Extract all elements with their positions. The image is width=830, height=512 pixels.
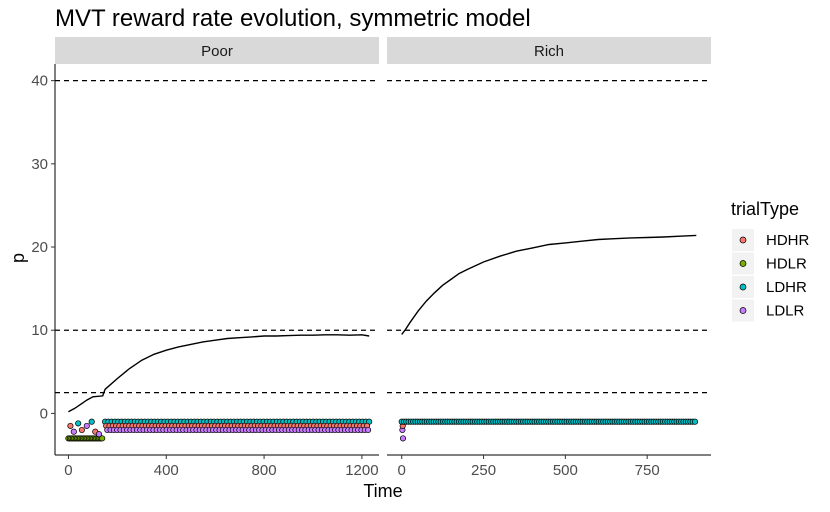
x-tick-label: 750 — [635, 462, 660, 479]
x-tick-label: 500 — [553, 462, 578, 479]
point-ldhr — [75, 420, 82, 427]
point-ldlr — [365, 426, 372, 434]
legend-label: HDLR — [766, 256, 807, 273]
trial-points — [65, 418, 373, 442]
y-tick-label: 0 — [40, 405, 48, 422]
y-tick-label: 40 — [31, 73, 48, 90]
y-tick-label: 20 — [31, 239, 48, 256]
facet-strip-label: Rich — [534, 43, 564, 60]
reward-rate-line — [68, 334, 370, 413]
legend-title: trialType — [731, 199, 799, 219]
legend-key-hdlr — [739, 260, 747, 267]
legend-item-ldlr: LDLR — [732, 299, 805, 322]
legend-key-hdhr — [739, 236, 747, 244]
point-ldlr — [95, 431, 103, 438]
reward-rate-line — [401, 234, 697, 335]
x-tick-label: 0 — [64, 462, 72, 479]
point-ldlr — [399, 435, 407, 442]
facet-strip-background — [387, 37, 711, 64]
legend: trialType HDHR HDLR LDHR LDLR — [731, 199, 809, 322]
point-ldlr — [70, 428, 77, 435]
x-tick-label: 250 — [471, 462, 496, 479]
legend-item-hdhr: HDHR — [732, 229, 809, 251]
facet-strip-background — [55, 37, 379, 64]
legend-label: HDHR — [766, 232, 809, 249]
legend-key-ldlr — [739, 307, 747, 314]
facet-panel-rich: Rich 0 250 500 750 — [387, 37, 711, 479]
legend-key-ldhr — [739, 283, 747, 291]
point-hdhr — [78, 426, 85, 434]
facet-strip-label: Poor — [201, 43, 233, 60]
y-axis-label: p — [8, 253, 28, 263]
point-hdlr — [99, 435, 106, 442]
y-tick-label: 10 — [31, 322, 48, 339]
chart-title: MVT reward rate evolution, symmetric mod… — [55, 5, 531, 32]
legend-item-hdlr: HDLR — [732, 252, 807, 275]
x-axis-label: Time — [363, 481, 402, 501]
legend-item-ldhr: LDHR — [732, 276, 807, 298]
legend-label: LDHR — [766, 279, 807, 296]
trial-points — [398, 418, 699, 442]
x-tick-label: 800 — [252, 462, 277, 479]
x-tick-label: 1200 — [345, 462, 378, 479]
x-tick-label: 0 — [398, 462, 406, 479]
point-hdhr — [67, 422, 74, 429]
x-tick-label: 400 — [154, 462, 179, 479]
y-tick-label: 30 — [31, 156, 48, 173]
point-ldlr — [83, 422, 90, 429]
legend-label: LDLR — [766, 303, 805, 320]
point-ldhr — [88, 418, 95, 425]
point-ldhr — [691, 418, 699, 425]
